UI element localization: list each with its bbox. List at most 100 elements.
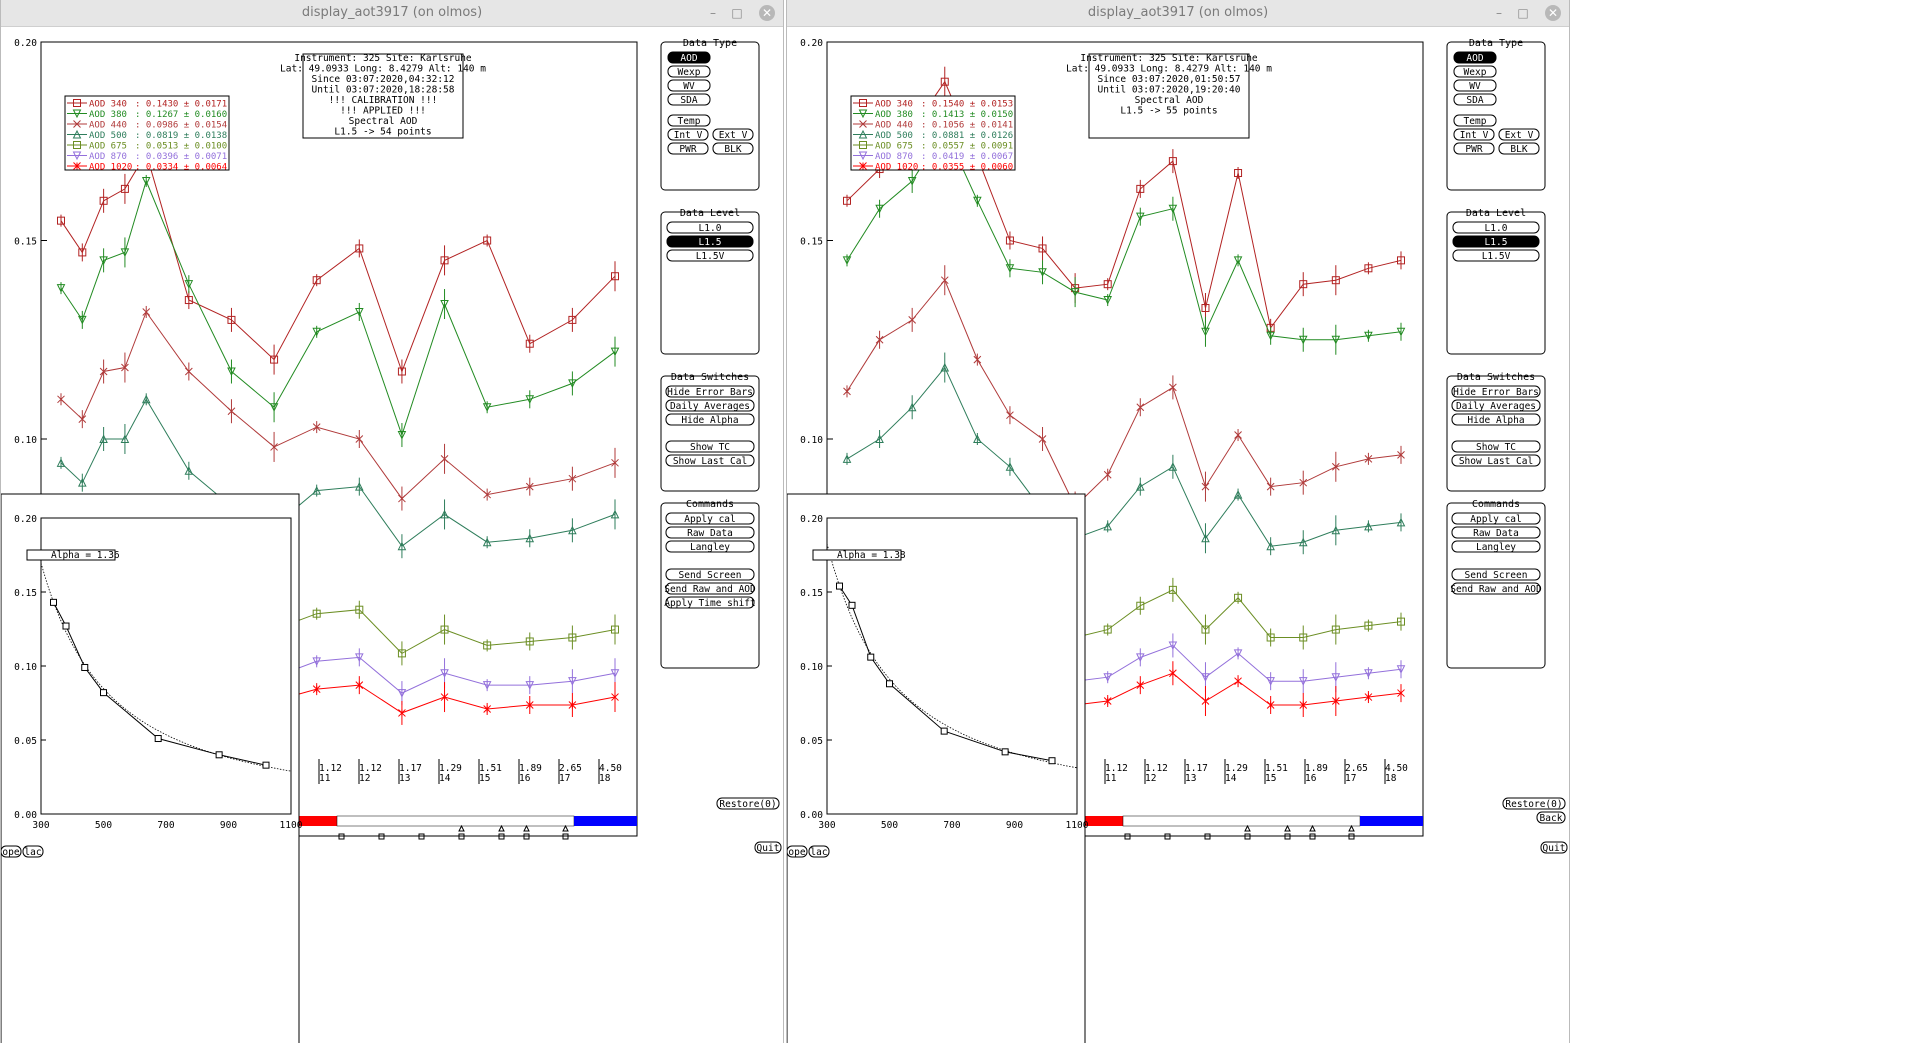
restore-button-label: Restore(0) xyxy=(1505,799,1562,810)
day-triangle[interactable] xyxy=(1284,824,1291,832)
btn-pwr[interactable] xyxy=(1453,142,1495,155)
btn-command-4[interactable] xyxy=(665,582,755,595)
btn-command-3[interactable] xyxy=(665,568,755,581)
btn-int-v[interactable] xyxy=(667,128,709,141)
day-marker[interactable] xyxy=(562,833,569,840)
day-marker[interactable] xyxy=(338,833,345,840)
btn-command-1[interactable] xyxy=(665,526,755,539)
day-triangle[interactable] xyxy=(523,824,530,832)
maximize-icon[interactable]: □ xyxy=(1517,6,1529,20)
time-tick-top: 1.17 xyxy=(1185,763,1208,774)
legend-marker xyxy=(859,120,867,128)
btn-pwr[interactable] xyxy=(667,142,709,155)
day-triangle[interactable] xyxy=(1309,824,1316,832)
btn-switch-1[interactable] xyxy=(1451,399,1541,412)
btn-switch-0[interactable] xyxy=(665,385,755,398)
btn-switch-4[interactable] xyxy=(665,454,755,467)
quit-button[interactable] xyxy=(1540,841,1568,854)
time-tick-bottom: 14 xyxy=(1225,773,1237,784)
btn-level-2[interactable] xyxy=(666,249,754,262)
day-marker[interactable] xyxy=(523,833,530,840)
btn-wv[interactable] xyxy=(667,79,711,92)
btn-pwr-label: PWR xyxy=(679,144,696,155)
data-point xyxy=(1397,451,1405,459)
corner-button-ope[interactable] xyxy=(787,845,808,858)
corner-button-lac[interactable] xyxy=(22,845,44,858)
back-button[interactable] xyxy=(1536,811,1566,824)
legend-value: : 0.0557 ± 0.0091 xyxy=(921,142,1013,152)
restore-button[interactable] xyxy=(716,797,780,810)
day-triangle[interactable] xyxy=(1348,824,1355,832)
btn-wv-label: WV xyxy=(683,81,695,92)
day-triangle[interactable] xyxy=(562,824,569,832)
btn-switch-3[interactable] xyxy=(1451,440,1541,453)
minimize-icon[interactable]: – xyxy=(710,6,716,20)
close-icon[interactable]: ✕ xyxy=(1545,5,1561,21)
btn-aod[interactable] xyxy=(667,51,711,64)
data-point xyxy=(312,485,322,495)
btn-wexp[interactable] xyxy=(667,65,711,78)
btn-switch-4[interactable] xyxy=(1451,454,1541,467)
day-marker[interactable] xyxy=(1124,833,1131,840)
day-marker[interactable] xyxy=(1309,833,1316,840)
btn-command-2[interactable] xyxy=(1451,540,1541,553)
btn-sda[interactable] xyxy=(667,93,711,106)
day-marker[interactable] xyxy=(378,833,385,840)
corner-button-lac[interactable] xyxy=(808,845,830,858)
day-triangle[interactable] xyxy=(458,824,465,832)
day-marker[interactable] xyxy=(1244,833,1251,840)
btn-command-0[interactable] xyxy=(1451,512,1541,525)
btn-ext-v[interactable] xyxy=(712,128,754,141)
day-triangle[interactable] xyxy=(498,824,505,832)
data-point xyxy=(483,236,492,245)
maximize-icon[interactable]: □ xyxy=(731,6,743,20)
btn-temp[interactable] xyxy=(1453,114,1497,127)
day-triangle[interactable] xyxy=(1244,824,1251,832)
btn-command-2[interactable] xyxy=(665,540,755,553)
btn-switch-2[interactable] xyxy=(665,413,755,426)
btn-switch-1[interactable] xyxy=(665,399,755,412)
btn-switch-2[interactable] xyxy=(1451,413,1541,426)
btn-blk[interactable] xyxy=(712,142,754,155)
timeline-bar[interactable] xyxy=(1083,815,1423,827)
legend-label: AOD 380 xyxy=(89,110,127,120)
btn-level-0[interactable] xyxy=(666,221,754,234)
quit-button[interactable] xyxy=(754,841,782,854)
data-point xyxy=(1168,204,1178,214)
btn-ext-v[interactable] xyxy=(1498,128,1540,141)
timeline-bar[interactable] xyxy=(297,815,637,827)
btn-aod[interactable] xyxy=(1453,51,1497,64)
btn-command-0[interactable] xyxy=(665,512,755,525)
btn-level-1[interactable] xyxy=(1452,235,1540,248)
day-marker[interactable] xyxy=(1348,833,1355,840)
day-marker[interactable] xyxy=(498,833,505,840)
btn-command-5[interactable] xyxy=(665,596,755,609)
btn-level-0[interactable] xyxy=(1452,221,1540,234)
series-line xyxy=(846,366,1402,547)
legend-value: : 0.0334 ± 0.0064 xyxy=(135,163,227,173)
day-marker[interactable] xyxy=(458,833,465,840)
day-marker[interactable] xyxy=(1284,833,1291,840)
btn-command-1[interactable] xyxy=(1451,526,1541,539)
btn-level-2[interactable] xyxy=(1452,249,1540,262)
btn-switch-0[interactable] xyxy=(1451,385,1541,398)
btn-blk[interactable] xyxy=(1498,142,1540,155)
corner-button-ope[interactable] xyxy=(1,845,22,858)
day-marker[interactable] xyxy=(418,833,425,840)
btn-command-4[interactable] xyxy=(1451,582,1541,595)
close-icon[interactable]: ✕ xyxy=(759,5,775,21)
data-point xyxy=(482,403,492,412)
restore-button[interactable] xyxy=(1502,797,1566,810)
btn-sda[interactable] xyxy=(1453,93,1497,106)
btn-wv[interactable] xyxy=(1453,79,1497,92)
minimize-icon[interactable]: – xyxy=(1496,6,1502,20)
day-marker[interactable] xyxy=(1164,833,1171,840)
day-marker[interactable] xyxy=(1204,833,1211,840)
btn-level-1[interactable] xyxy=(666,235,754,248)
data-point xyxy=(1364,331,1373,341)
btn-temp[interactable] xyxy=(667,114,711,127)
btn-switch-3[interactable] xyxy=(665,440,755,453)
btn-int-v[interactable] xyxy=(1453,128,1495,141)
btn-wexp[interactable] xyxy=(1453,65,1497,78)
btn-command-3[interactable] xyxy=(1451,568,1541,581)
